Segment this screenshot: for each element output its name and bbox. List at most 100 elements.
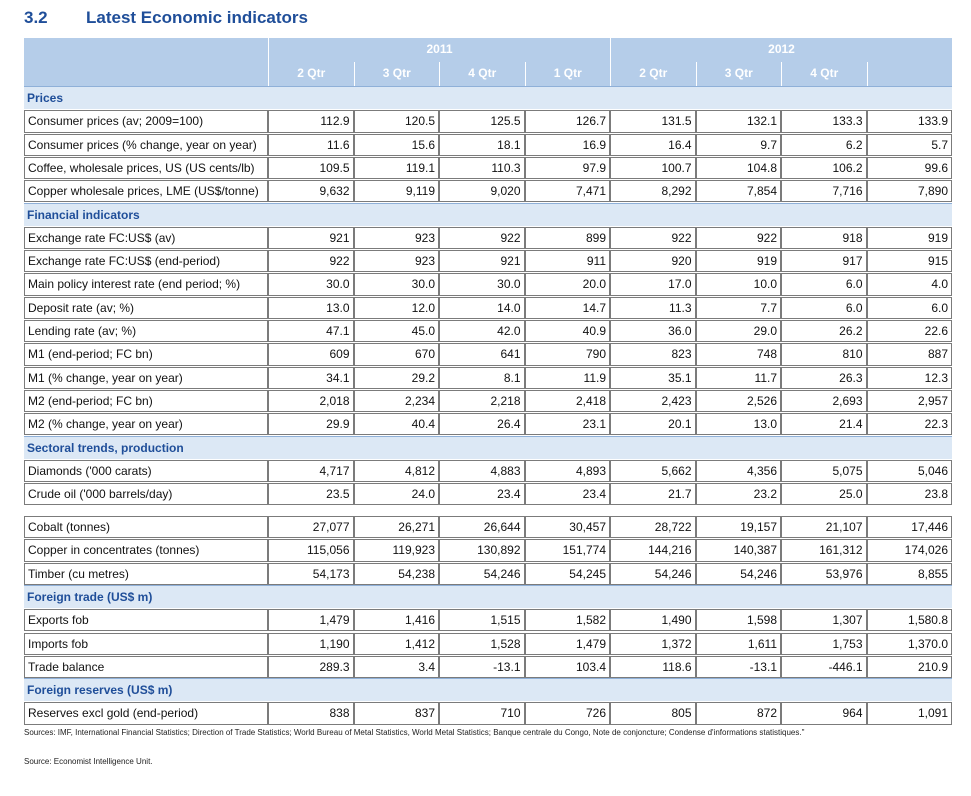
cell-value: 4.0 <box>866 273 952 296</box>
cell-value: 23.4 <box>439 483 525 506</box>
cell-value: 109.5 <box>268 156 354 180</box>
cell-value: 120.5 <box>353 110 439 133</box>
cell-value: 36.0 <box>610 320 696 343</box>
cell-value: 1,190 <box>268 632 354 655</box>
cell-value: 1,528 <box>439 632 525 655</box>
row-label: Imports fob <box>24 632 268 655</box>
cell-value: 915 <box>866 250 952 273</box>
cell-value: 34.1 <box>268 366 354 389</box>
cell-value: 144,216 <box>610 539 696 562</box>
cell-value: 35.1 <box>610 366 696 389</box>
cell-value: 11.7 <box>695 366 781 389</box>
cell-value: 899 <box>524 226 610 250</box>
cell-value: 26,644 <box>439 516 525 539</box>
cell-value: 174,026 <box>866 539 952 562</box>
page-title: Latest Economic indicators <box>86 8 308 27</box>
quarter-header: 4 Qtr <box>781 62 867 86</box>
cell-value: 9,119 <box>353 180 439 203</box>
cell-value: 112.9 <box>268 110 354 133</box>
cell-value: 790 <box>524 343 610 366</box>
cell-value: 17,446 <box>866 516 952 539</box>
row-label: Reserves excl gold (end-period) <box>24 702 268 725</box>
row-label: Copper wholesale prices, LME (US$/tonne) <box>24 180 268 203</box>
section-header: Foreign trade (US$ m) <box>24 584 952 609</box>
row-label: M2 (% change, year on year) <box>24 413 268 436</box>
row-label: Coffee, wholesale prices, US (US cents/l… <box>24 156 268 180</box>
cell-value: 6.2 <box>781 133 867 156</box>
cell-value: 922 <box>439 226 525 250</box>
row-label: Trade balance <box>24 655 268 679</box>
row-label: Main policy interest rate (end period; %… <box>24 273 268 296</box>
row-label: Lending rate (av; %) <box>24 320 268 343</box>
cell-value: 922 <box>268 250 354 273</box>
cell-value: 22.3 <box>866 413 952 436</box>
cell-value: 2,957 <box>866 389 952 413</box>
cell-value: 1,091 <box>866 702 952 725</box>
cell-value: 5,662 <box>610 459 696 483</box>
row-label: M1 (% change, year on year) <box>24 366 268 389</box>
cell-value: 919 <box>695 250 781 273</box>
cell-value: 609 <box>268 343 354 366</box>
cell-value: 12.0 <box>353 296 439 319</box>
cell-value: 132.1 <box>695 110 781 133</box>
cell-value: 2,526 <box>695 389 781 413</box>
row-label: Exchange rate FC:US$ (av) <box>24 226 268 250</box>
cell-value: 921 <box>439 250 525 273</box>
row-label: Deposit rate (av; %) <box>24 296 268 319</box>
cell-value: 11.6 <box>268 133 354 156</box>
cell-value: 151,774 <box>524 539 610 562</box>
cell-value: 710 <box>439 702 525 725</box>
cell-value: 125.5 <box>439 110 525 133</box>
cell-value: 10.0 <box>695 273 781 296</box>
cell-value: 810 <box>781 343 867 366</box>
cell-value: 1,412 <box>353 632 439 655</box>
cell-value: 7,471 <box>524 180 610 203</box>
cell-value: 838 <box>268 702 354 725</box>
cell-value: 7,890 <box>866 180 952 203</box>
cell-value: 2,018 <box>268 389 354 413</box>
cell-value: 40.4 <box>353 413 439 436</box>
cell-value: 103.4 <box>524 655 610 679</box>
cell-value: 16.4 <box>610 133 696 156</box>
cell-value: 5.7 <box>866 133 952 156</box>
cell-value: 6.0 <box>866 296 952 319</box>
cell-value: 21,107 <box>781 516 867 539</box>
cell-value: 911 <box>524 250 610 273</box>
row-label: Crude oil ('000 barrels/day) <box>24 483 268 506</box>
row-label: M1 (end-period; FC bn) <box>24 343 268 366</box>
cell-value: 9,632 <box>268 180 354 203</box>
cell-value: 12.3 <box>866 366 952 389</box>
quarter-header: 4 Qtr <box>439 62 525 86</box>
row-label: Cobalt (tonnes) <box>24 516 268 539</box>
cell-value: 22.6 <box>866 320 952 343</box>
cell-value: 837 <box>353 702 439 725</box>
cell-value: 1,372 <box>610 632 696 655</box>
cell-value: 45.0 <box>353 320 439 343</box>
cell-value: 964 <box>781 702 867 725</box>
cell-value: 1,479 <box>524 632 610 655</box>
cell-value: 21.4 <box>781 413 867 436</box>
section-header: Sectoral trends, production <box>24 435 952 459</box>
cell-value: 47.1 <box>268 320 354 343</box>
cell-value: 5,075 <box>781 459 867 483</box>
cell-value: 99.6 <box>866 156 952 180</box>
cell-value: 7,716 <box>781 180 867 203</box>
cell-value: 1,490 <box>610 609 696 632</box>
header-background <box>24 38 952 86</box>
cell-value: 19,157 <box>695 516 781 539</box>
cell-value: 4,812 <box>353 459 439 483</box>
cell-value: 6.0 <box>781 273 867 296</box>
cell-value: 4,356 <box>695 459 781 483</box>
cell-value: 805 <box>610 702 696 725</box>
cell-value: 29.0 <box>695 320 781 343</box>
cell-value: 3.4 <box>353 655 439 679</box>
year-header: 2012 <box>610 38 952 62</box>
quarter-header: 3 Qtr <box>695 62 782 86</box>
cell-value: 133.3 <box>781 110 867 133</box>
cell-value: 30.0 <box>353 273 439 296</box>
cell-value: 54,246 <box>439 562 525 585</box>
cell-value: 4,717 <box>268 459 354 483</box>
cell-value: 54,238 <box>353 562 439 585</box>
cell-value: 2,218 <box>439 389 525 413</box>
